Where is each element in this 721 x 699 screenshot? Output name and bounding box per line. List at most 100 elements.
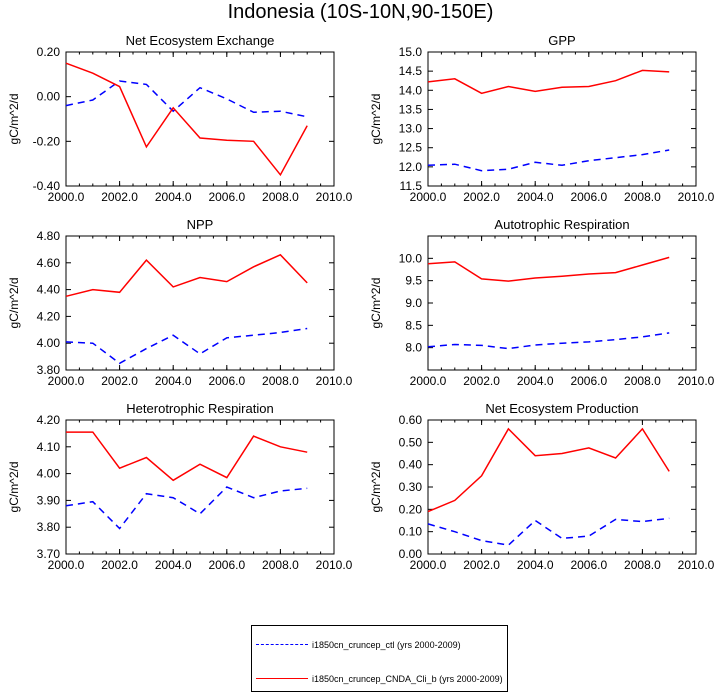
x-tick-label: 2002.0 [463, 374, 500, 388]
x-tick-label: 2008.0 [624, 558, 661, 572]
y-axis-label: gC/m^2/d [369, 462, 383, 513]
y-tick-label: 0.10 [399, 525, 423, 539]
y-tick-label: 11.5 [400, 179, 423, 193]
chart-title: GPP [548, 33, 575, 48]
chart-title: NPP [187, 217, 214, 232]
y-tick-label: 8.5 [405, 318, 422, 332]
y-tick-label: 0.40 [399, 458, 423, 472]
chart-panel-1: Net Ecosystem Exchange 2000.0 2002.0 2004.0… [7, 33, 353, 204]
y-tick-label: 3.80 [37, 520, 61, 534]
x-tick-label: 2006.0 [208, 558, 245, 572]
legend-swatch-cnda [256, 678, 308, 679]
x-tick-label: 2010.0 [316, 190, 353, 204]
series-line-ctl [427, 332, 670, 350]
series-line-ctl [65, 486, 308, 530]
y-tick-label: 4.20 [37, 309, 61, 323]
y-tick-label: 0.60 [399, 413, 423, 427]
y-tick-label: 4.40 [37, 283, 61, 297]
chart-panel-6: Net Ecosystem Production 2000.0 2002.0 2004… [369, 401, 715, 572]
y-tick-label: -0.40 [33, 179, 61, 193]
chart-title: Net Ecosystem Exchange [126, 33, 275, 48]
x-tick-label: 2004.0 [517, 190, 554, 204]
x-tick-label: 2004.0 [155, 190, 192, 204]
legend-label-cnda: i1850cn_cruncep_CNDA_Cli_b (yrs 2000-200… [312, 674, 503, 684]
plot-frame [65, 419, 335, 555]
chart-title: Autotrophic Respiration [494, 217, 629, 232]
y-tick-label: 3.70 [37, 547, 61, 561]
x-tick-label: 2000.0 [410, 374, 447, 388]
y-tick-label: 0.30 [399, 480, 423, 494]
legend: i1850cn_cruncep_ctl (yrs 2000-2009) i185… [251, 625, 508, 692]
x-tick-label: 2008.0 [624, 190, 661, 204]
x-tick-label: 2010.0 [678, 558, 715, 572]
series-line-cnda [66, 431, 308, 482]
y-tick-label: 3.80 [37, 363, 61, 377]
x-tick-label: 2008.0 [624, 374, 661, 388]
x-tick-label: 2006.0 [570, 190, 607, 204]
x-tick-label: 2008.0 [262, 374, 299, 388]
x-tick-label: 2004.0 [517, 558, 554, 572]
legend-swatch-ctl [256, 644, 308, 645]
chart-panel-4: Autotrophic Respiration 2000.0 2002.0 2004.… [369, 217, 715, 388]
plot-frame [427, 235, 697, 371]
x-tick-label: 2010.0 [316, 558, 353, 572]
y-tick-label: 4.20 [37, 413, 61, 427]
chart-panel-5: Heterotrophic Respiration 2000.0 2002.0 200… [7, 401, 353, 572]
chart-panel-2: GPP 2000.0 2002.0 2004.0 2006.0 2008.0 2010.0 1… [369, 33, 715, 204]
chart-title: Net Ecosystem Production [485, 401, 638, 416]
y-tick-label: 4.60 [37, 256, 61, 270]
charts-panel: Net Ecosystem Exchange 2000.0 2002.0 2004.0… [7, 33, 715, 572]
y-axis-label: gC/m^2/d [7, 278, 21, 329]
x-tick-label: 2000.0 [48, 558, 85, 572]
plot-frame [65, 51, 335, 187]
x-tick-label: 2006.0 [208, 374, 245, 388]
x-tick-label: 2002.0 [101, 374, 138, 388]
y-tick-label: 8.0 [405, 341, 422, 355]
chart-title: Heterotrophic Respiration [126, 401, 273, 416]
y-tick-label: -0.20 [33, 134, 61, 148]
y-tick-label: 10.0 [399, 251, 423, 265]
legend-label-ctl: i1850cn_cruncep_ctl (yrs 2000-2009) [312, 640, 461, 650]
y-tick-label: 13.5 [399, 102, 423, 116]
y-tick-label: 0.20 [37, 45, 61, 59]
series-line-cnda [65, 253, 308, 298]
x-tick-label: 2008.0 [262, 558, 299, 572]
x-tick-label: 2004.0 [155, 374, 192, 388]
series-line-ctl [65, 80, 308, 118]
legend-item-cnda: i1850cn_cruncep_CNDA_Cli_b (yrs 2000-200… [252, 672, 509, 686]
series-line-ctl [427, 517, 670, 546]
y-axis-label: gC/m^2/d [369, 94, 383, 145]
x-tick-label: 2004.0 [155, 558, 192, 572]
y-tick-label: 9.5 [405, 274, 422, 288]
y-tick-label: 14.0 [399, 83, 423, 97]
x-tick-label: 2002.0 [463, 190, 500, 204]
y-tick-label: 3.90 [37, 493, 61, 507]
x-tick-label: 2002.0 [101, 190, 138, 204]
y-tick-label: 4.80 [37, 229, 61, 243]
series-line-ctl [427, 149, 670, 172]
legend-item-ctl: i1850cn_cruncep_ctl (yrs 2000-2009) [252, 638, 509, 652]
y-tick-label: 4.00 [37, 467, 61, 481]
series-line-cnda [65, 62, 308, 177]
y-tick-label: 4.10 [37, 440, 61, 454]
x-tick-label: 2004.0 [517, 374, 554, 388]
y-axis-label: gC/m^2/d [7, 94, 21, 145]
x-tick-label: 2006.0 [208, 190, 245, 204]
y-tick-label: 4.00 [37, 336, 61, 350]
x-tick-label: 2002.0 [463, 558, 500, 572]
x-tick-label: 2010.0 [678, 374, 715, 388]
chart-panel-3: NPP 2000.0 2002.0 2004.0 2006.0 2008.0 2010.0 3… [7, 217, 353, 388]
x-tick-label: 2006.0 [570, 558, 607, 572]
series-line-cnda [427, 427, 670, 513]
y-tick-label: 14.5 [399, 64, 423, 78]
series-line-cnda [427, 256, 670, 282]
figure-title: Indonesia (10S-10N,90-150E) [227, 1, 494, 23]
x-tick-label: 2006.0 [570, 374, 607, 388]
y-tick-label: 0.00 [37, 90, 61, 104]
y-axis-label: gC/m^2/d [369, 278, 383, 329]
x-tick-label: 2000.0 [48, 374, 85, 388]
y-tick-label: 12.0 [399, 160, 423, 174]
y-tick-label: 0.00 [399, 547, 423, 561]
plot-frame [65, 235, 335, 371]
x-tick-label: 2010.0 [678, 190, 715, 204]
